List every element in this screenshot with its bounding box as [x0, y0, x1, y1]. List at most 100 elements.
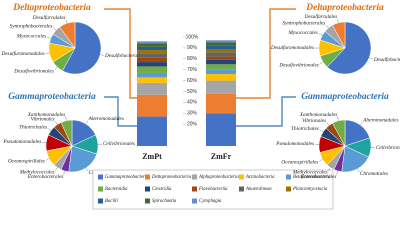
leader-line — [54, 167, 58, 171]
leader-line — [327, 167, 331, 171]
slice-label: Methylococcales — [19, 170, 55, 176]
slice-label: Oceanospirillales — [8, 159, 45, 165]
legend-label: Flavobacteriia — [198, 187, 228, 192]
leader-line — [47, 128, 52, 131]
connector — [104, 8, 137, 99]
bar-segment — [206, 69, 236, 75]
leader-line — [65, 116, 67, 121]
slice-label: Desulfuromonadales — [1, 50, 45, 57]
legend-box — [92, 169, 334, 210]
bar-segment — [137, 82, 167, 95]
slice-label: Myxococcales — [287, 30, 317, 36]
legend-label: Gammaproteobacteria — [105, 175, 149, 180]
leader-line — [52, 27, 57, 31]
leader-line — [337, 116, 339, 121]
pie-title: Gammaproteobacteria — [301, 92, 389, 102]
bar-segment — [137, 94, 167, 117]
pie-title: Deltaproteobacteria — [12, 3, 91, 13]
legend-label: Alphaproteobacteria — [198, 175, 239, 180]
figure: Deltaproteobacteria Desulfobacterales Desu… — [1, 3, 400, 210]
bar-segment — [206, 59, 236, 65]
leader-line — [357, 168, 360, 173]
pie-title: Deltaproteobacteria — [305, 3, 384, 13]
bar-segment — [137, 62, 167, 67]
bar-segment — [206, 52, 236, 57]
x-tick-label: ZmPt — [142, 152, 162, 161]
legend-label: Clostridia — [152, 187, 172, 192]
leader-line — [336, 170, 338, 175]
slice-label: Desulfuromonadales — [270, 44, 314, 51]
bar-segment — [206, 80, 236, 94]
leader-line — [100, 54, 105, 56]
slice-label: Cellvibrionales — [376, 145, 400, 151]
legend-swatch — [286, 186, 291, 192]
bar-segment — [137, 66, 167, 73]
slice-label: Chromatiales — [360, 171, 388, 177]
leader-line — [54, 66, 58, 71]
y-tick-label: 80% — [187, 56, 198, 62]
legend-swatch — [239, 186, 244, 192]
slice-label: Alteromonadales — [362, 117, 398, 123]
bar-segment — [206, 93, 236, 114]
bar-segment — [137, 53, 167, 58]
y-tick-label: 20% — [187, 122, 198, 128]
leader-line — [42, 142, 47, 143]
bar-segment — [137, 41, 167, 44]
bar-segment — [206, 40, 236, 43]
bar-segment — [137, 72, 167, 78]
bar-segment — [137, 43, 167, 47]
leader-line — [63, 170, 65, 175]
legend-swatch — [286, 174, 291, 180]
slice-label: Desulfovibrionales — [13, 68, 53, 75]
legend-swatch — [98, 198, 103, 204]
slice-label: Syntrophobacterales — [282, 21, 325, 27]
y-tick-label: 90% — [187, 45, 198, 51]
bar-segment — [137, 57, 167, 63]
bar-segment — [206, 48, 236, 53]
bar-segment — [137, 77, 167, 83]
leader-line — [360, 121, 363, 126]
legend-swatch — [145, 186, 150, 192]
leader-line — [325, 24, 329, 29]
leader-line — [54, 121, 58, 125]
bar-segment — [137, 46, 167, 51]
bar-segment — [206, 74, 236, 81]
y-tick-label: 50% — [187, 89, 198, 95]
bar-segment — [137, 50, 167, 54]
legend-label: Deltaproteobacteria — [151, 175, 192, 180]
legend-swatch — [98, 186, 103, 192]
slice-label: Cellvibrionales — [103, 141, 135, 147]
slice-label: Desulfarculales — [32, 14, 66, 21]
pie-slice — [68, 145, 98, 173]
leader-line — [85, 167, 89, 172]
bar-segment — [206, 113, 236, 146]
slice-label: Alteromonadales — [88, 116, 124, 122]
legend-label: Bacilli — [105, 199, 118, 204]
slice-label: Thiotrichales — [291, 126, 319, 132]
slice-label: Syntrophobacterales — [10, 23, 53, 29]
slice-label: Desulfovibrionales — [278, 61, 318, 68]
y-tick-label: 70% — [187, 67, 198, 73]
legend-label: Actinobacteria — [245, 175, 275, 180]
slice-label: Desulfarculales — [304, 13, 338, 20]
leader-line — [47, 36, 51, 39]
slice-label: Desulfobacterales — [373, 56, 400, 63]
bar-segment — [137, 116, 167, 146]
legend-label: Planctomycetacia — [292, 187, 328, 192]
slice-label: Desulfobacterales — [104, 52, 143, 59]
legend-swatch — [192, 198, 197, 204]
leader-line — [369, 57, 373, 60]
leader-line — [326, 122, 330, 126]
slice-label: Enterobacterales — [27, 174, 64, 180]
slice-label: Pseudomonadales — [2, 139, 41, 145]
connector — [236, 8, 296, 99]
leader-line — [45, 158, 50, 161]
y-tick-label: 40% — [187, 100, 198, 106]
slice-label: Xanthomonadales — [299, 112, 337, 118]
slice-label: Thiotrichales — [19, 124, 47, 130]
legend-label: Spirochaetia — [152, 199, 177, 204]
leader-line — [85, 120, 89, 125]
slice-label: Myxococcales — [16, 33, 46, 39]
slice-label: Vibrionales — [31, 117, 55, 123]
legend-swatch — [192, 186, 197, 192]
